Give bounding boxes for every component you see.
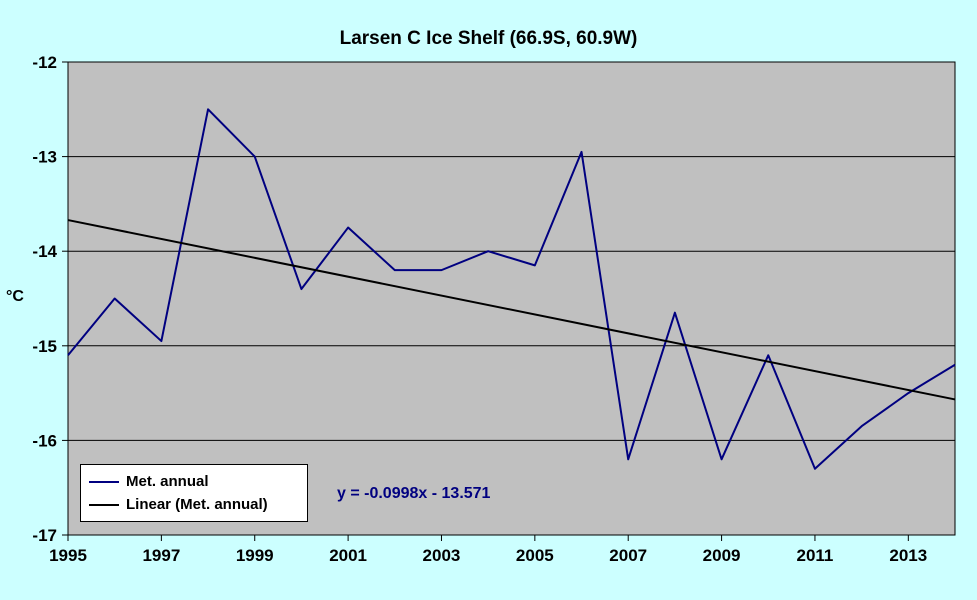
y-tick-label: -12 xyxy=(32,53,57,72)
y-tick-label: -13 xyxy=(32,148,57,167)
y-tick-label: -16 xyxy=(32,431,57,450)
legend-item-met-annual: Met. annual xyxy=(89,470,299,493)
x-tick-label: 2007 xyxy=(609,546,647,565)
trend-equation: y = -0.0998x - 13.571 xyxy=(337,485,491,502)
x-tick-label: 2011 xyxy=(797,546,834,565)
x-tick-label: 1995 xyxy=(49,546,87,565)
legend-label: Linear (Met. annual) xyxy=(126,496,268,513)
plot-area xyxy=(67,61,956,536)
y-tick-label: -14 xyxy=(32,242,57,261)
legend: Met. annual Linear (Met. annual) xyxy=(80,464,308,522)
y-axis-title: °C xyxy=(6,288,24,305)
y-tick-label: -17 xyxy=(32,526,57,545)
series-line-met-annual xyxy=(67,108,956,470)
x-tick-label: 2003 xyxy=(423,546,461,565)
x-tick-label: 1997 xyxy=(142,546,180,565)
x-tick-label: 2005 xyxy=(516,546,554,565)
x-tick-label: 1999 xyxy=(236,546,274,565)
legend-item-linear: Linear (Met. annual) xyxy=(89,493,299,516)
trend-line-icon xyxy=(89,503,119,506)
x-tick-label: 2013 xyxy=(889,546,927,565)
x-tick-label: 2009 xyxy=(703,546,741,565)
series-line-icon xyxy=(89,480,119,483)
x-tick-label: 2001 xyxy=(329,546,367,565)
legend-label: Met. annual xyxy=(126,473,209,490)
trend-line-linear xyxy=(67,219,956,401)
chart-title: Larsen C Ice Shelf (66.9S, 60.9W) xyxy=(339,28,638,49)
y-tick-label: -15 xyxy=(32,337,57,356)
